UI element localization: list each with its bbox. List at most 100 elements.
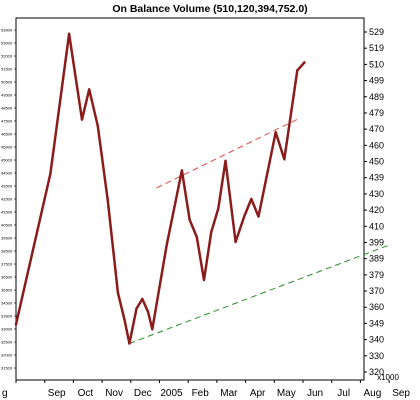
data-point: [224, 159, 227, 163]
left-tick-label: 35509: [1, 288, 13, 293]
data-point: [242, 215, 246, 218]
data-point: [303, 61, 306, 64]
right-tick-label: 460: [369, 140, 384, 150]
x-tick-label: Jun: [307, 388, 323, 399]
data-point: [151, 327, 154, 331]
right-axis-ticks: 529 519 510 499 489 479 470 460 450 439 430 420 410 3…: [364, 27, 384, 377]
series-line: [14, 32, 306, 345]
right-tick-label: 529: [369, 27, 384, 37]
data-point: [217, 207, 220, 210]
x-tick-label: Jul: [337, 388, 350, 399]
left-tick-label: 44509: [1, 171, 13, 176]
x-tick-label: Sep: [392, 388, 410, 399]
right-tick-label: 340: [369, 335, 384, 345]
left-tick-label: 31509: [1, 366, 13, 371]
data-point: [257, 215, 260, 218]
obv-series: [14, 32, 306, 345]
scale-label: x1000: [377, 373, 399, 382]
data-point: [123, 318, 126, 321]
left-tick-label: 33909: [1, 314, 13, 319]
left-tick-label: 50509: [1, 80, 13, 85]
data-point: [202, 278, 206, 282]
data-point: [250, 197, 253, 201]
data-point: [80, 118, 84, 121]
right-tick-label: 420: [369, 205, 384, 215]
left-tick-label: 52009: [1, 54, 13, 59]
data-point: [128, 342, 131, 345]
left-tick-label: 53009: [1, 41, 13, 46]
data-point: [106, 199, 110, 202]
left-tick-label: 47509: [1, 119, 13, 124]
left-tick-label: 38509: [1, 249, 13, 254]
left-tick-label: 49509: [1, 93, 13, 98]
right-tick-label: 439: [369, 173, 384, 183]
left-tick-label: 51509: [1, 67, 13, 72]
left-tick-label: 34509: [1, 301, 13, 306]
left-tick-label: 42509: [1, 197, 13, 202]
left-axis-ticks: 53909 53009 52009 51509 50509 49509 48509 47509…: [1, 28, 16, 371]
chart-title: On Balance Volume (510,120,394,752.0): [112, 3, 307, 15]
left-tick-label: 41509: [1, 210, 13, 215]
x-tick-label: 2005: [160, 388, 183, 399]
right-tick-label: 349: [369, 318, 384, 328]
left-tick-label: 32009: [1, 353, 13, 358]
x-axis-ticks: g Sep Oct Nov Dec 2005 Feb Mar Apr May Jun Jul Aug Se…: [2, 380, 410, 399]
right-tick-label: 519: [369, 43, 384, 53]
left-tick-label: 45009: [1, 158, 13, 163]
data-point: [188, 218, 191, 221]
data-point: [234, 240, 237, 244]
data-point: [116, 291, 120, 294]
x-tick-label: May: [277, 388, 296, 399]
left-tick-label: 45909: [1, 145, 13, 150]
left-tick-label: 33009: [1, 327, 13, 332]
right-tick-label: 499: [369, 76, 384, 86]
data-point: [296, 69, 299, 72]
x-tick-label: Aug: [364, 388, 382, 399]
trendline: [156, 117, 301, 189]
right-tick-label: 370: [369, 286, 384, 296]
data-point: [195, 235, 199, 239]
x-tick-label: Nov: [105, 388, 123, 399]
left-tick-label: 32509: [1, 340, 13, 345]
left-tick-label: 48509: [1, 106, 13, 111]
data-point: [14, 323, 18, 326]
plot-frame: [15, 17, 365, 381]
right-tick-label: 320: [369, 367, 384, 377]
x-tick-label: Mar: [220, 388, 238, 399]
trendlines: [129, 117, 390, 344]
x-tick-label: Apr: [250, 388, 266, 399]
left-tick-label: 36509: [1, 275, 13, 280]
right-tick-label: 399: [369, 237, 384, 247]
right-tick-label: 510: [369, 59, 384, 69]
right-tick-label: 430: [369, 189, 384, 199]
x-tick-label: Feb: [192, 388, 210, 399]
x-tick-label: Oct: [78, 388, 94, 399]
data-point: [274, 131, 277, 134]
right-tick-label: 470: [369, 124, 384, 134]
data-point: [67, 32, 71, 36]
left-tick-label: 39509: [1, 236, 13, 241]
right-tick-label: 410: [369, 221, 384, 231]
x-tick-label: g: [2, 388, 8, 399]
data-point: [283, 158, 286, 161]
trendline: [129, 244, 390, 344]
right-tick-label: 450: [369, 157, 384, 167]
data-point: [146, 310, 150, 313]
left-tick-label: 40509: [1, 223, 13, 228]
data-point: [165, 243, 168, 247]
right-tick-label: 379: [369, 270, 384, 280]
data-point: [87, 88, 91, 91]
data-point: [141, 297, 144, 301]
left-tick-label: 43509: [1, 184, 13, 189]
data-point: [180, 169, 184, 172]
right-tick-label: 330: [369, 351, 384, 361]
data-point: [96, 124, 99, 128]
x-tick-label: Sep: [48, 388, 66, 399]
right-tick-label: 360: [369, 302, 384, 312]
right-tick-label: 389: [369, 254, 384, 264]
data-point: [209, 231, 213, 234]
x-tick-label: Dec: [134, 388, 152, 399]
data-point: [49, 172, 52, 175]
left-tick-label: 46509: [1, 132, 13, 137]
